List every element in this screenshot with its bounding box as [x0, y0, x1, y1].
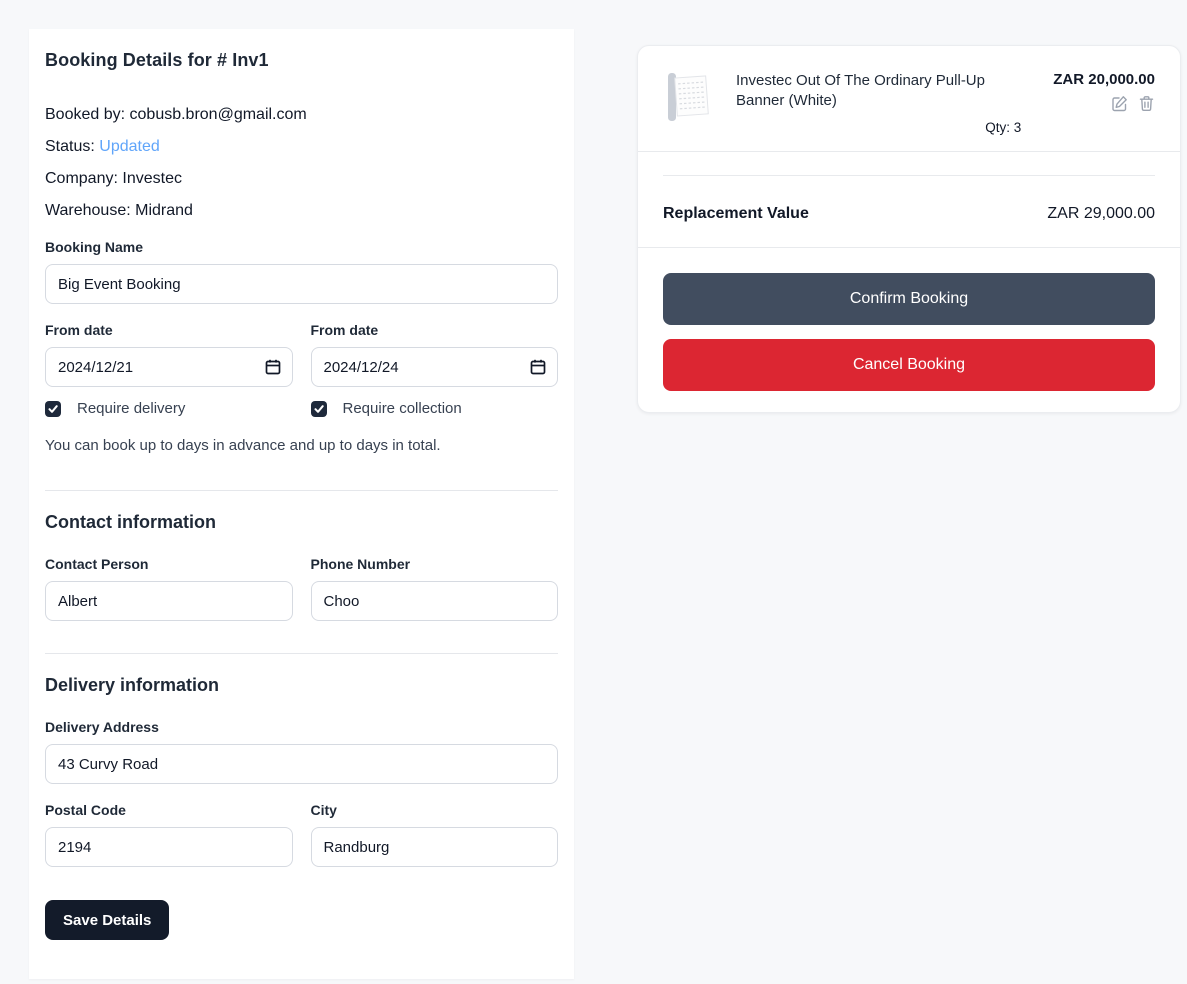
- status-badge: Updated: [99, 138, 160, 155]
- require-delivery-checkbox[interactable]: [45, 400, 61, 417]
- postal-code-label: Postal Code: [45, 802, 126, 818]
- company-label: Company:: [45, 170, 118, 187]
- status-label: Status:: [45, 138, 95, 155]
- check-icon: [48, 404, 58, 413]
- status-line: Status: Updated: [45, 137, 558, 156]
- company-line: Company: Investec: [45, 169, 558, 188]
- summary-section: Replacement Value ZAR 29,000.00: [638, 152, 1180, 248]
- booking-note: You can book up to days in advance and u…: [45, 437, 441, 454]
- from-date-input[interactable]: [45, 347, 293, 387]
- replacement-value-label: Replacement Value: [663, 205, 809, 222]
- booked-by-label: Booked by:: [45, 106, 126, 123]
- city-input[interactable]: [310, 827, 558, 867]
- warehouse-value: Midrand: [135, 202, 193, 219]
- booked-by-line: Booked by: cobusb.bron@gmail.com: [45, 105, 558, 124]
- cancel-booking-button[interactable]: Cancel Booking: [663, 339, 1155, 391]
- warehouse-line: Warehouse: Midrand: [45, 201, 558, 220]
- save-details-button[interactable]: Save Details: [45, 900, 170, 940]
- to-date-input[interactable]: [310, 347, 558, 387]
- require-delivery-row: Require delivery: [45, 400, 293, 417]
- delivery-address-label: Delivery Address: [45, 719, 159, 735]
- edit-icon[interactable]: [1111, 95, 1128, 112]
- warehouse-label: Warehouse:: [45, 202, 131, 219]
- require-collection-label: Require collection: [342, 400, 462, 417]
- postal-code-field: Postal Code: [45, 802, 293, 867]
- booking-name-input[interactable]: [45, 264, 558, 304]
- booking-actions: Confirm Booking Cancel Booking: [638, 248, 1180, 412]
- company-value: Investec: [122, 170, 182, 187]
- item-price-column: ZAR 20,000.00: [1053, 71, 1155, 137]
- item-quantity: Qty: 3: [736, 120, 1037, 135]
- qty-value: 3: [1013, 120, 1022, 135]
- phone-number-input[interactable]: [310, 581, 558, 621]
- require-collection-row: Require collection: [310, 400, 559, 417]
- contact-person-label: Contact Person: [45, 556, 149, 572]
- section-divider: [45, 653, 558, 654]
- item-main: Investec Out Of The Ordinary Pull-Up Ban…: [736, 71, 1037, 137]
- city-label: City: [310, 802, 337, 818]
- product-thumbnail: [668, 73, 709, 121]
- city-field: City: [310, 802, 558, 867]
- replacement-value-amount: ZAR 29,000.00: [1047, 205, 1155, 222]
- booked-by-value: cobusb.bron@gmail.com: [129, 106, 307, 123]
- contact-person-input[interactable]: [45, 581, 293, 621]
- to-date-label: From date: [310, 322, 379, 338]
- from-date-field: From date: [45, 322, 293, 387]
- trash-icon[interactable]: [1138, 95, 1155, 112]
- delivery-address-input[interactable]: [45, 744, 558, 784]
- phone-number-label: Phone Number: [310, 556, 411, 572]
- section-divider: [45, 490, 558, 491]
- item-name: Investec Out Of The Ordinary Pull-Up Ban…: [736, 72, 985, 109]
- booking-summary-panel: Investec Out Of The Ordinary Pull-Up Ban…: [637, 45, 1181, 413]
- check-icon: [314, 404, 324, 413]
- phone-number-field: Phone Number: [310, 556, 558, 621]
- require-delivery-label: Require delivery: [77, 400, 186, 417]
- calendar-icon[interactable]: [265, 359, 281, 375]
- confirm-booking-button[interactable]: Confirm Booking: [663, 273, 1155, 325]
- booking-details-panel: Booking Details for # Inv1 Booked by: co…: [29, 29, 574, 979]
- item-price: ZAR 20,000.00: [1053, 71, 1155, 88]
- cart-item-row: Investec Out Of The Ordinary Pull-Up Ban…: [638, 46, 1180, 152]
- booking-name-label: Booking Name: [45, 239, 144, 255]
- require-collection-checkbox[interactable]: [310, 400, 327, 417]
- from-date-label: From date: [45, 322, 113, 338]
- replacement-value-row: Replacement Value ZAR 29,000.00: [663, 205, 1155, 223]
- calendar-icon[interactable]: [530, 359, 546, 375]
- postal-code-input[interactable]: [45, 827, 293, 867]
- to-date-field: From date: [310, 322, 558, 387]
- page-title: Booking Details for # Inv1: [45, 50, 269, 70]
- qty-label: Qty:: [985, 120, 1010, 135]
- delivery-section-title: Delivery information: [45, 675, 220, 695]
- item-actions: [1053, 95, 1155, 112]
- contact-person-field: Contact Person: [45, 556, 293, 621]
- summary-divider: [663, 175, 1155, 176]
- contact-section-title: Contact information: [45, 512, 216, 532]
